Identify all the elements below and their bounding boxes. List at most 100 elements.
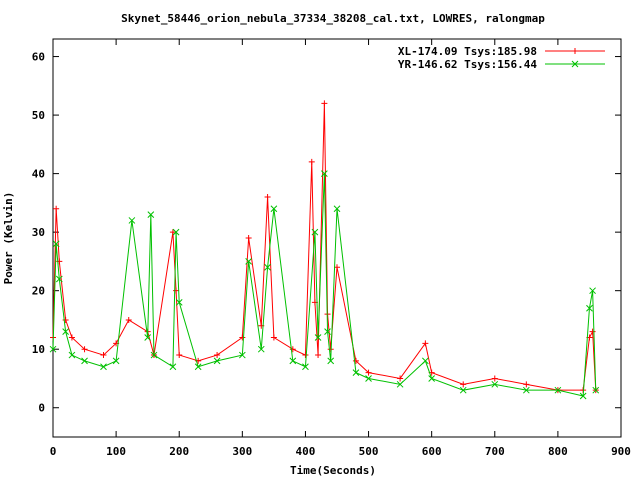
- data-point: [169, 229, 176, 236]
- data-point: [100, 352, 107, 359]
- legend-marker: [571, 60, 579, 68]
- data-point: [365, 375, 372, 382]
- data-point: [586, 304, 593, 312]
- data-point: [554, 386, 562, 394]
- series-1: [49, 170, 600, 400]
- data-point: [55, 275, 63, 283]
- legend-label: XL-174.09 Tsys:185.98: [398, 45, 537, 58]
- data-point: [579, 392, 587, 400]
- data-point: [270, 334, 277, 341]
- data-point: [245, 235, 252, 241]
- data-point: [321, 170, 328, 177]
- series-0: [50, 100, 599, 394]
- data-point: [428, 375, 436, 382]
- data-point: [49, 345, 57, 353]
- data-point: [522, 386, 530, 394]
- y-tick-label: 10: [32, 343, 45, 356]
- data-point: [62, 316, 69, 323]
- data-point: [308, 158, 315, 165]
- data-point: [397, 375, 404, 382]
- data-point: [270, 205, 278, 213]
- data-point: [176, 352, 183, 359]
- data-point: [245, 258, 252, 265]
- legend-marker: [572, 48, 578, 54]
- data-point: [459, 386, 467, 394]
- x-tick-label: 100: [106, 445, 126, 458]
- x-tick-label: 300: [232, 445, 252, 458]
- data-point: [592, 386, 600, 394]
- data-point: [289, 346, 296, 353]
- data-point: [194, 363, 202, 371]
- data-point: [365, 369, 372, 376]
- x-axis-label: Time(Seconds): [290, 464, 376, 477]
- x-tick-label: 600: [422, 445, 442, 458]
- data-point: [53, 205, 60, 212]
- data-point: [52, 240, 60, 248]
- data-point: [460, 381, 467, 388]
- plot-frame: [52, 38, 622, 438]
- data-point: [62, 328, 69, 336]
- data-point: [173, 287, 180, 294]
- data-point: [589, 287, 596, 295]
- data-point: [302, 352, 309, 359]
- data-point: [327, 357, 335, 365]
- y-tick-label: 60: [32, 51, 45, 64]
- data-point: [302, 363, 309, 371]
- data-point: [100, 363, 107, 371]
- data-point: [214, 352, 221, 359]
- x-tick-label: 800: [548, 445, 568, 458]
- x-tick-label: 0: [50, 445, 57, 458]
- data-point: [144, 334, 152, 341]
- data-point: [264, 194, 271, 201]
- data-point: [352, 369, 360, 376]
- axis-ticks: 0 100 200 300 400 500 600 700 800 900 0 10 20 30 40 50 6…: [32, 39, 631, 458]
- x-tick-label: 400: [296, 445, 316, 458]
- data-point: [396, 380, 404, 388]
- data-point: [257, 345, 265, 353]
- data-point: [238, 351, 246, 359]
- data-point: [422, 340, 429, 347]
- data-point: [68, 334, 75, 341]
- x-tick-label: 200: [169, 445, 189, 458]
- y-tick-label: 0: [38, 402, 45, 415]
- data-point: [491, 375, 498, 382]
- data-point: [128, 217, 136, 224]
- data-point: [264, 263, 271, 271]
- y-tick-label: 40: [32, 168, 45, 181]
- data-point: [213, 357, 221, 365]
- data-point: [239, 334, 246, 341]
- data-point: [311, 228, 319, 236]
- x-tick-label: 700: [485, 445, 505, 458]
- data-point: [289, 357, 297, 365]
- series-line: [52, 103, 597, 391]
- x-tick-label: 900: [611, 445, 631, 458]
- data-point: [175, 299, 183, 306]
- series-line: [52, 173, 597, 397]
- y-tick-label: 50: [32, 109, 45, 122]
- legend-label: YR-146.62 Tsys:156.44: [398, 58, 537, 71]
- data-point: [491, 380, 499, 388]
- data-point: [112, 357, 120, 365]
- data-point: [589, 328, 596, 335]
- chart-title: Skynet_58446_orion_nebula_37334_38208_ca…: [121, 12, 545, 25]
- data-point: [422, 357, 429, 365]
- data-point: [125, 316, 132, 323]
- y-tick-label: 20: [32, 285, 45, 298]
- data-point: [81, 346, 88, 353]
- data-point: [169, 363, 177, 371]
- y-axis-label: Power (Kelvin): [2, 192, 15, 285]
- data-point: [321, 100, 328, 107]
- data-point: [172, 228, 180, 236]
- data-point: [314, 334, 322, 341]
- series-layer: [49, 100, 600, 400]
- data-point: [333, 205, 341, 213]
- data-point: [315, 352, 322, 359]
- x-tick-label: 500: [359, 445, 379, 458]
- data-point: [523, 381, 530, 388]
- data-point: [81, 357, 88, 365]
- data-point: [147, 211, 155, 218]
- data-point: [324, 328, 331, 336]
- data-point: [352, 357, 359, 364]
